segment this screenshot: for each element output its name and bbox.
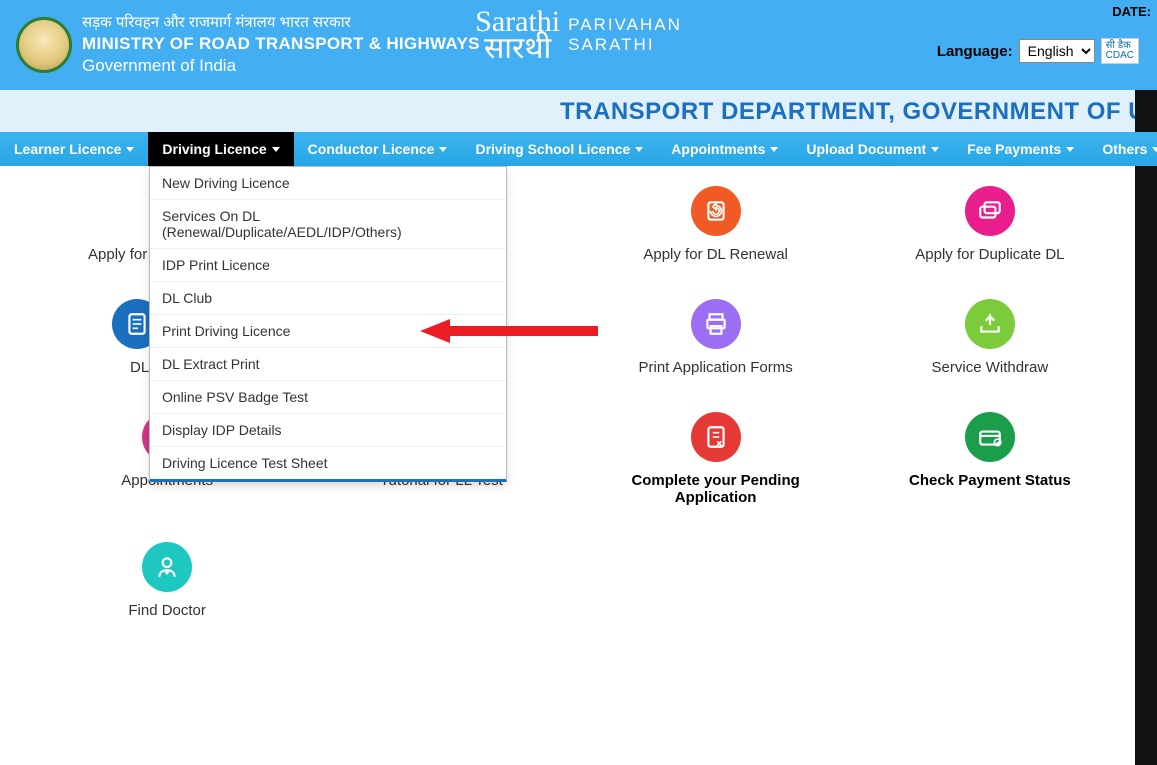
tile-label: Print Application Forms <box>639 359 793 376</box>
dd-dl-club[interactable]: DL Club <box>150 282 506 315</box>
tile-complete-your-pending-application[interactable]: Complete your Pending Application <box>589 412 843 506</box>
driving-licence-dropdown: New Driving Licence Services On DL (Rene… <box>149 166 507 482</box>
caret-down-icon <box>770 147 778 152</box>
tile-label: DL <box>40 359 149 376</box>
main-navbar: Learner Licence Driving Licence Conducto… <box>0 132 1157 166</box>
language-select[interactable]: English <box>1019 39 1095 63</box>
print-icon <box>691 299 741 349</box>
caret-down-icon <box>272 147 280 152</box>
parivahan-label: PARIVAHAN <box>568 15 682 35</box>
ministry-hindi: सड़क परिवहन और राजमार्ग मंत्रालय भारत सर… <box>82 13 480 33</box>
tile-find-doctor[interactable]: Find Doctor <box>40 542 294 619</box>
caret-down-icon <box>1066 147 1074 152</box>
dd-display-idp-details[interactable]: Display IDP Details <box>150 414 506 447</box>
sarathi-text: PARIVAHAN SARATHI <box>568 15 682 55</box>
ministry-english: MINISTRY OF ROAD TRANSPORT & HIGHWAYS <box>82 33 480 55</box>
nav-driving-licence[interactable]: Driving Licence <box>148 132 293 166</box>
tile-label: Service Withdraw <box>932 359 1049 376</box>
tile-label: Apply for L <box>40 246 160 263</box>
caret-down-icon <box>635 147 643 152</box>
tile-apply-for-duplicate-dl[interactable]: Apply for Duplicate DL <box>863 186 1117 263</box>
caret-down-icon <box>439 147 447 152</box>
doctor-icon <box>142 542 192 592</box>
pending-icon <box>691 412 741 462</box>
caret-down-icon <box>931 147 939 152</box>
nav-fee-payments[interactable]: Fee Payments <box>953 132 1088 166</box>
dd-dl-extract-print[interactable]: DL Extract Print <box>150 348 506 381</box>
nav-others[interactable]: Others <box>1088 132 1157 166</box>
tile-label: Apply for DL Renewal <box>643 246 788 263</box>
payment-icon <box>965 412 1015 462</box>
tile-label: Complete your Pending Application <box>596 472 836 506</box>
national-emblem-icon <box>16 17 72 73</box>
nav-driving-school-licence[interactable]: Driving School Licence <box>461 132 657 166</box>
top-header: सड़क परिवहन और राजमार्ग मंत्रालय भारत सर… <box>0 0 1157 90</box>
caret-down-icon <box>1152 147 1157 152</box>
gov-of-india: Government of India <box>82 55 480 77</box>
tile-check-payment-status[interactable]: Check Payment Status <box>863 412 1117 506</box>
tile-label: Find Doctor <box>128 602 206 619</box>
language-label: Language: <box>937 43 1013 60</box>
dd-print-driving-licence[interactable]: Print Driving Licence <box>150 315 506 348</box>
sarathi-label: SARATHI <box>568 35 682 55</box>
tile-label: Apply for Duplicate DL <box>915 246 1064 263</box>
date-label: DATE: <box>1112 4 1151 19</box>
dd-new-driving-licence[interactable]: New Driving Licence <box>150 167 506 200</box>
withdraw-icon <box>965 299 1015 349</box>
nav-upload-document[interactable]: Upload Document <box>792 132 953 166</box>
nav-appointments[interactable]: Appointments <box>657 132 792 166</box>
tile-service-withdraw[interactable]: Service Withdraw <box>863 299 1117 376</box>
nav-learner-licence[interactable]: Learner Licence <box>0 132 148 166</box>
renew-icon <box>691 186 741 236</box>
tile-apply-for-dl-renewal[interactable]: Apply for DL Renewal <box>589 186 843 263</box>
department-strip: TRANSPORT DEPARTMENT, GOVERNMENT OF UTTA… <box>0 90 1157 132</box>
language-selector-block: Language: English सी डैक CDAC <box>937 38 1139 64</box>
dd-online-psv-badge-test[interactable]: Online PSV Badge Test <box>150 381 506 414</box>
sarathi-script-icon: Sarathi सारथी <box>475 8 560 62</box>
dd-idp-print-licence[interactable]: IDP Print Licence <box>150 249 506 282</box>
tile-label: Check Payment Status <box>909 472 1071 489</box>
dup-icon <box>965 186 1015 236</box>
nav-conductor-licence[interactable]: Conductor Licence <box>294 132 462 166</box>
cdac-badge: सी डैक CDAC <box>1101 38 1139 64</box>
ministry-block: सड़क परिवहन और राजमार्ग मंत्रालय भारत सर… <box>82 13 480 77</box>
sarathi-logo-block: Sarathi सारथी PARIVAHAN SARATHI <box>475 8 682 62</box>
dd-services-on-dl[interactable]: Services On DL (Renewal/Duplicate/AEDL/I… <box>150 200 506 249</box>
tile-print-application-forms[interactable]: Print Application Forms <box>589 299 843 376</box>
caret-down-icon <box>126 147 134 152</box>
dd-driving-licence-test-sheet[interactable]: Driving Licence Test Sheet <box>150 447 506 479</box>
